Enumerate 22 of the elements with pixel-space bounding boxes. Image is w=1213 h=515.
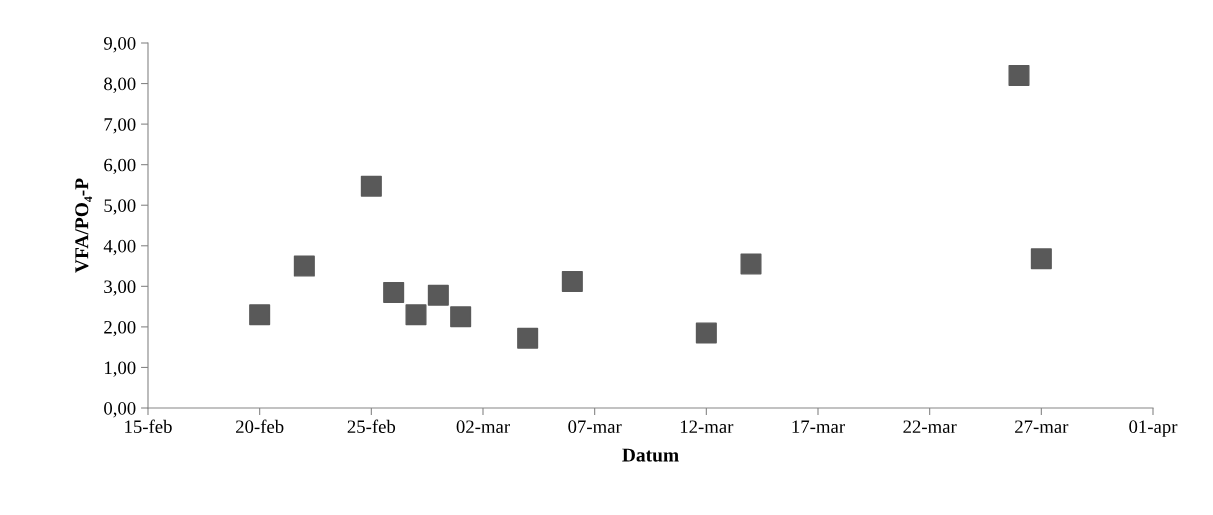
x-tick-label: 07-mar	[568, 420, 622, 433]
y-tick-label: 0,00	[104, 402, 136, 418]
x-tick-label: 20-feb	[236, 419, 284, 433]
x-tick-label: 01-apr	[1129, 420, 1178, 437]
x-tick-label: 25-feb	[347, 419, 396, 433]
y-tick-label: 7,00	[104, 118, 136, 134]
x-tick-label: 17-mar	[792, 420, 845, 433]
x-tick-label: 27-mar	[1015, 420, 1069, 433]
y-tick-label: 6,00	[104, 158, 136, 175]
y-tick-label: 5,00	[104, 199, 136, 215]
x-tick-label: 02-mar	[456, 420, 510, 433]
x-tick-label: 22-mar	[903, 420, 957, 433]
x-axis-title: Datum	[622, 448, 679, 462]
x-tick-label: 15-feb	[125, 419, 172, 433]
y-axis-title: VFA/PO₄-P	[75, 178, 93, 273]
y-tick-label: 4,00	[103, 239, 136, 256]
x-tick-label: 12-mar	[680, 420, 734, 433]
y-tick-label: 8,00	[104, 77, 136, 93]
y-tick-label: 9,00	[103, 37, 136, 53]
y-tick-label: 1,00	[105, 361, 136, 377]
y-tick-label: 2,00	[104, 320, 136, 337]
y-tick-label: 3,00	[104, 280, 136, 296]
